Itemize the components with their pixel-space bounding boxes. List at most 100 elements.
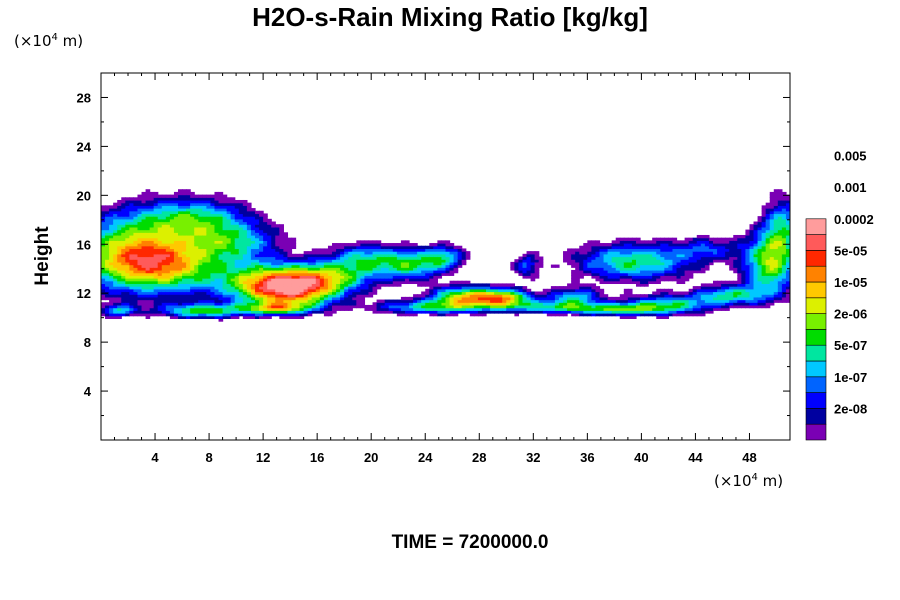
field-cell bbox=[178, 243, 183, 247]
field-cell bbox=[396, 280, 402, 285]
field-cell bbox=[790, 232, 795, 235]
field-cell bbox=[656, 261, 661, 266]
field-cell bbox=[461, 294, 467, 298]
field-cell bbox=[210, 202, 216, 206]
field-cell bbox=[652, 269, 657, 274]
field-cell bbox=[769, 286, 775, 290]
field-cell bbox=[611, 259, 617, 263]
field-cell bbox=[173, 224, 179, 228]
field-cell bbox=[332, 296, 337, 301]
field-cell bbox=[165, 226, 171, 231]
field-cell bbox=[769, 294, 775, 298]
field-cell bbox=[672, 313, 678, 317]
field-cell bbox=[242, 226, 248, 231]
field-cell bbox=[214, 310, 220, 314]
field-cell bbox=[364, 288, 370, 293]
field-cell bbox=[327, 267, 333, 271]
field-cell bbox=[222, 245, 228, 250]
field-cell bbox=[267, 272, 272, 276]
field-cell bbox=[259, 310, 264, 314]
field-cell bbox=[599, 288, 605, 293]
field-cell bbox=[660, 275, 665, 279]
field-cell bbox=[178, 296, 183, 301]
field-cell bbox=[121, 221, 126, 225]
field-cell bbox=[226, 278, 232, 282]
field-cell bbox=[785, 221, 790, 225]
field-cell bbox=[267, 261, 272, 266]
field-cell bbox=[648, 240, 653, 244]
field-cell bbox=[182, 256, 187, 260]
field-cell bbox=[198, 251, 203, 255]
field-cell bbox=[145, 226, 151, 231]
field-cell bbox=[627, 280, 633, 285]
field-cell bbox=[607, 264, 613, 268]
field-cell bbox=[595, 299, 601, 303]
field-cell bbox=[757, 294, 763, 298]
field-cell bbox=[226, 202, 232, 206]
field-cell bbox=[785, 269, 790, 274]
field-cell bbox=[109, 313, 114, 317]
field-cell bbox=[194, 267, 199, 271]
field-cell bbox=[376, 267, 382, 271]
field-cell bbox=[214, 226, 220, 231]
field-cell bbox=[218, 199, 224, 204]
field-cell bbox=[769, 224, 775, 228]
field-cell bbox=[206, 291, 212, 295]
field-cell bbox=[238, 310, 244, 314]
field-cell bbox=[307, 280, 313, 285]
field-cell bbox=[417, 302, 422, 306]
field-cell bbox=[769, 280, 775, 285]
field-cell bbox=[392, 256, 398, 260]
field-cell bbox=[672, 304, 678, 309]
field-cell bbox=[283, 291, 289, 295]
field-cell bbox=[672, 302, 678, 306]
field-cell bbox=[761, 218, 767, 223]
field-cell bbox=[226, 315, 232, 319]
field-cell bbox=[433, 313, 438, 317]
field-cell bbox=[206, 307, 212, 311]
field-cell bbox=[141, 299, 147, 303]
field-cell bbox=[344, 278, 349, 282]
field-cell bbox=[161, 296, 167, 301]
field-cell bbox=[186, 226, 191, 231]
field-cell bbox=[761, 259, 767, 263]
field-cell bbox=[157, 267, 163, 271]
field-cell bbox=[599, 269, 605, 274]
field-cell bbox=[510, 296, 515, 301]
field-cell bbox=[230, 208, 236, 212]
field-cell bbox=[117, 272, 122, 276]
field-cell bbox=[558, 302, 564, 306]
field-cell bbox=[255, 283, 260, 287]
field-cell bbox=[194, 199, 199, 204]
field-cell bbox=[421, 275, 426, 279]
field-cell bbox=[676, 280, 682, 285]
field-cell bbox=[733, 283, 738, 287]
field-cell bbox=[303, 283, 309, 287]
field-cell bbox=[704, 304, 710, 309]
field-cell bbox=[105, 259, 110, 263]
field-cell bbox=[263, 251, 268, 255]
field-cell bbox=[652, 253, 657, 258]
field-cell bbox=[384, 302, 390, 306]
field-cell bbox=[153, 280, 159, 285]
field-cell bbox=[785, 283, 790, 287]
field-cell bbox=[190, 202, 195, 206]
field-cell bbox=[182, 264, 187, 268]
field-cell bbox=[133, 269, 139, 274]
field-cell bbox=[652, 272, 657, 276]
field-cell bbox=[101, 302, 106, 306]
field-cell bbox=[721, 307, 726, 311]
field-cell bbox=[250, 259, 256, 263]
field-cell bbox=[121, 267, 126, 271]
field-cell bbox=[279, 286, 284, 290]
field-cell bbox=[453, 307, 459, 311]
field-cell bbox=[445, 259, 451, 263]
field-cell bbox=[291, 288, 297, 293]
field-cell bbox=[356, 264, 361, 268]
field-cell bbox=[190, 226, 195, 231]
field-cell bbox=[550, 294, 556, 298]
field-cell bbox=[449, 296, 455, 301]
field-cell bbox=[644, 253, 649, 258]
field-cell bbox=[769, 216, 775, 220]
field-cell bbox=[157, 259, 163, 263]
